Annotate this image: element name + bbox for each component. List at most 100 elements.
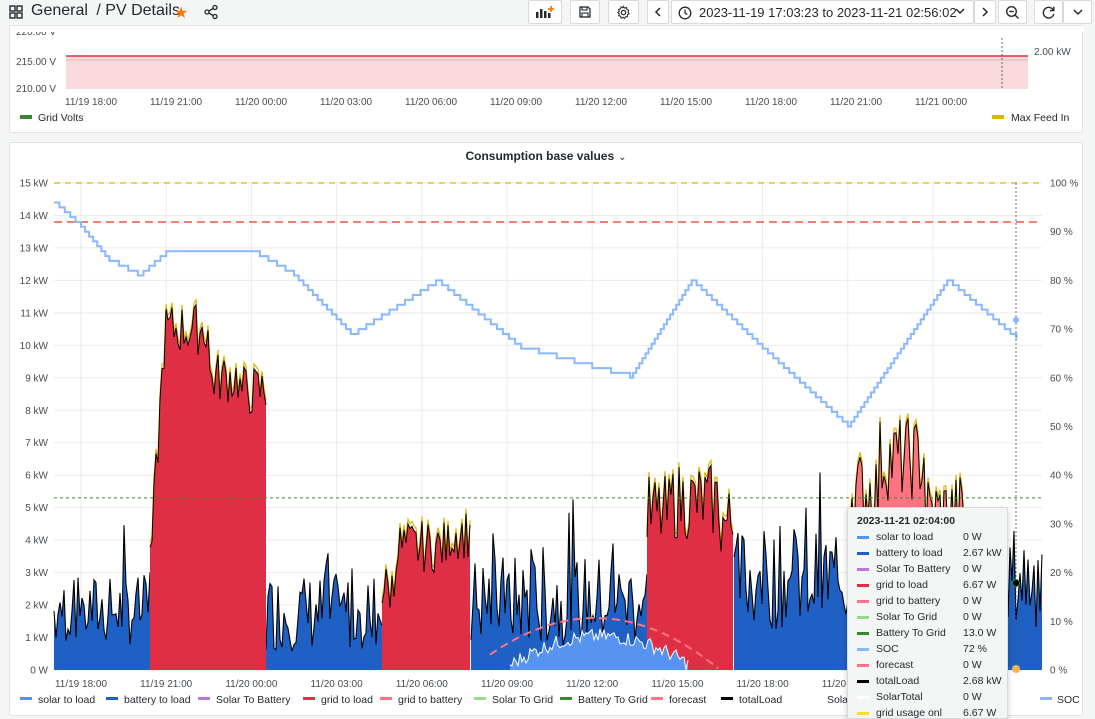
legend-item[interactable]: grid to battery bbox=[398, 694, 463, 706]
panel-title-text: Consumption base values bbox=[465, 149, 615, 163]
y-tick: 7 kW bbox=[25, 438, 48, 449]
legend-swatch-max-feed-in bbox=[992, 115, 1004, 119]
y-tick: 13 kW bbox=[20, 243, 49, 254]
x-tick: 11/20 09:00 bbox=[481, 679, 534, 690]
solar-total-line bbox=[509, 628, 689, 670]
legend-item[interactable]: totalLoad bbox=[739, 694, 782, 706]
legend-item[interactable]: solar to load bbox=[38, 694, 95, 706]
x-tick: 11/21 00:00 bbox=[915, 97, 968, 108]
y-tick-right: 30 % bbox=[1050, 519, 1073, 530]
y-tick-right: 10 % bbox=[1050, 617, 1073, 628]
y-tick: 6 kW bbox=[25, 471, 48, 482]
x-tick: 11/19 18:00 bbox=[55, 679, 108, 690]
breadcrumb-root[interactable]: General bbox=[31, 2, 88, 19]
y-tick-right: 80 % bbox=[1050, 276, 1073, 287]
chevron-right-icon bbox=[982, 7, 989, 17]
tooltip-series-value: 2.67 kW bbox=[963, 547, 1002, 559]
tooltip-row: Solar To Grid 0 W bbox=[857, 610, 1007, 626]
tooltip-series-name: solar to load bbox=[876, 531, 934, 543]
x-tick: 11/20 18:00 bbox=[745, 97, 798, 108]
y-tick-right: 2.00 kW bbox=[1034, 47, 1071, 58]
legend-grid-volts[interactable]: Grid Volts bbox=[38, 112, 84, 124]
tooltip-swatch bbox=[857, 680, 869, 683]
tooltip-swatch bbox=[857, 632, 869, 635]
grid-volts-panel: 220.00 V 215.00 V 210.00 V 2.00 kW 11/19… bbox=[9, 25, 1084, 134]
legend-item[interactable]: Battery To Grid bbox=[578, 694, 648, 706]
legend-item[interactable]: SOC bbox=[1057, 694, 1080, 706]
legend-item[interactable]: Solar To Battery bbox=[216, 694, 291, 706]
crosshair-point bbox=[1013, 317, 1019, 323]
tooltip-row: Solar To Battery 0 W bbox=[857, 562, 1007, 578]
legend-swatch bbox=[721, 697, 733, 700]
refresh-button[interactable] bbox=[1034, 0, 1063, 24]
tooltip-row: totalLoad 2.68 kW bbox=[857, 674, 1007, 690]
x-tick: 11/20 06:00 bbox=[405, 97, 458, 108]
crosshair-point bbox=[1012, 579, 1020, 587]
tooltip-time: 2023-11-21 02:04:00 bbox=[857, 515, 956, 527]
tooltip-swatch bbox=[857, 600, 869, 603]
time-shift-back-button[interactable] bbox=[647, 0, 669, 24]
tooltip-series-name: battery to load bbox=[876, 547, 943, 559]
x-tick: 11/20 21:00 bbox=[830, 97, 883, 108]
time-shift-forward-button[interactable] bbox=[974, 0, 996, 24]
y-tick: 9 kW bbox=[25, 373, 48, 384]
tooltip-swatch bbox=[857, 536, 869, 539]
y-tick-right: 50 % bbox=[1050, 422, 1073, 433]
chevron-down-icon: ⌄ bbox=[618, 152, 627, 163]
x-tick: 11/19 18:00 bbox=[65, 97, 118, 108]
y-tick-right: 40 % bbox=[1050, 471, 1073, 482]
legend-item[interactable]: forecast bbox=[669, 694, 706, 706]
apps-grid-icon[interactable] bbox=[9, 5, 23, 19]
legend-item[interactable]: battery to load bbox=[124, 694, 191, 706]
grid-to-load-area bbox=[647, 465, 733, 670]
add-panel-button[interactable] bbox=[528, 0, 562, 24]
tooltip-series-value: 0 W bbox=[963, 563, 982, 575]
battery-to-load-area bbox=[54, 525, 150, 670]
legend-item[interactable]: Solar To Grid bbox=[492, 694, 553, 706]
y-tick-right: 60 % bbox=[1050, 373, 1073, 384]
zoom-out-button[interactable] bbox=[998, 0, 1027, 24]
tooltip-row: forecast 0 W bbox=[857, 658, 1007, 674]
solar-to-load-area bbox=[510, 629, 688, 670]
y-tick: 10 kW bbox=[20, 341, 49, 352]
grid-to-load-area bbox=[382, 513, 470, 670]
y-tick: 8 kW bbox=[25, 406, 48, 417]
legend-swatch bbox=[809, 697, 821, 700]
legend-swatch bbox=[1040, 697, 1052, 700]
total-load-line bbox=[849, 418, 965, 548]
legend-max-feed-in[interactable]: Max Feed In bbox=[1011, 112, 1070, 124]
time-range-picker[interactable]: 2023-11-19 17:03:23 to 2023-11-21 02:56:… bbox=[671, 0, 974, 24]
soc-series bbox=[54, 201, 1018, 428]
add-panel-icon bbox=[536, 6, 554, 18]
legend-swatch bbox=[474, 697, 486, 700]
tooltip-row: battery to load 2.67 kW bbox=[857, 546, 1007, 562]
grid-volts-chart[interactable]: 220.00 V 215.00 V 210.00 V 2.00 kW 11/19… bbox=[10, 26, 1084, 134]
grid-to-load-area bbox=[150, 304, 266, 670]
x-tick: 11/20 03:00 bbox=[311, 679, 364, 690]
refresh-interval-dropdown[interactable] bbox=[1063, 0, 1092, 24]
soc-line bbox=[54, 201, 1018, 428]
tooltip-swatch bbox=[857, 648, 869, 651]
legend-swatch-grid-volts bbox=[20, 115, 32, 119]
tooltip-swatch bbox=[857, 568, 869, 571]
legend-swatch bbox=[380, 697, 392, 700]
tooltip-series-value: 2.68 kW bbox=[963, 675, 1002, 687]
y-tick-right: 0 % bbox=[1050, 666, 1067, 677]
star-icon[interactable]: ★ bbox=[174, 5, 189, 22]
zoom-out-icon bbox=[1005, 5, 1020, 19]
share-icon[interactable] bbox=[203, 4, 219, 20]
y-tick-right: 100 % bbox=[1050, 179, 1078, 190]
x-tick: 11/20 18:00 bbox=[737, 679, 790, 690]
y-tick: 0 W bbox=[30, 666, 48, 677]
breadcrumb: General / PV Details bbox=[31, 2, 180, 20]
reference-lines bbox=[54, 182, 1042, 499]
settings-button[interactable] bbox=[608, 0, 639, 24]
panel-title[interactable]: Consumption base values ⌄ bbox=[10, 149, 1082, 163]
save-dashboard-button[interactable] bbox=[570, 0, 600, 24]
total-load-line bbox=[470, 499, 648, 646]
tooltip-swatch bbox=[857, 664, 869, 667]
dashboard-title[interactable]: PV Details bbox=[105, 2, 180, 19]
y-tick-partial: 220.00 V bbox=[16, 27, 56, 38]
legend-item[interactable]: grid to load bbox=[321, 694, 373, 706]
x-tick: 11/20 00:00 bbox=[225, 679, 278, 690]
